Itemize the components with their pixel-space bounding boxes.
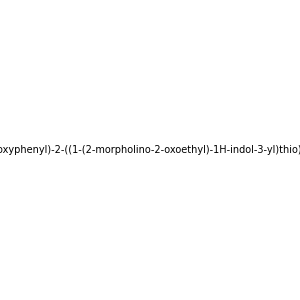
Text: N-(4-methoxyphenyl)-2-((1-(2-morpholino-2-oxoethyl)-1H-indol-3-yl)thio)acetamide: N-(4-methoxyphenyl)-2-((1-(2-morpholino-…: [0, 145, 300, 155]
